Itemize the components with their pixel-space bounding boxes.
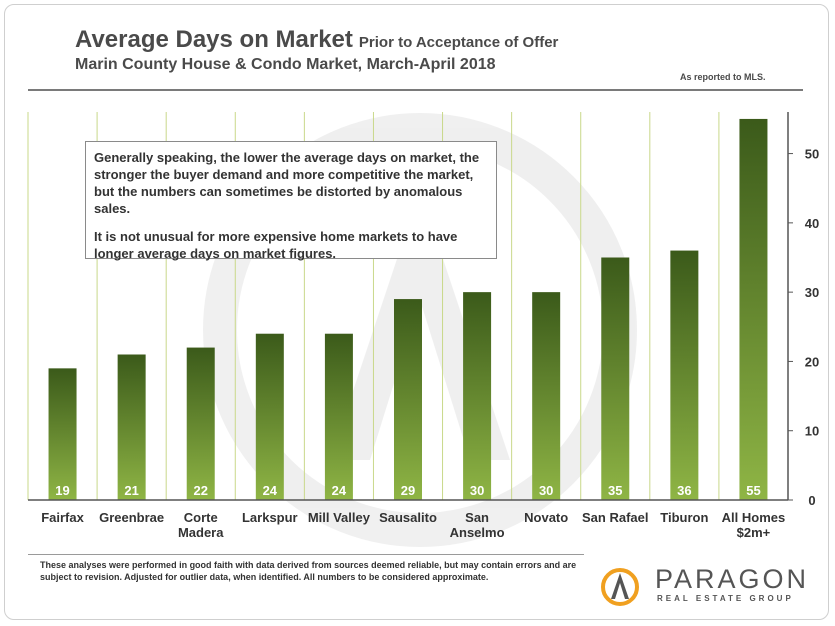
category-label: San Anselmo	[450, 510, 505, 540]
bar	[532, 292, 561, 500]
y-tick-label: 30	[805, 285, 819, 300]
category-label: All Homes $2m+	[722, 510, 786, 540]
category-label: Greenbrae	[99, 510, 164, 525]
chart-title-line: Average Days on Market Prior to Acceptanc…	[75, 26, 558, 54]
y-tick-label: 0	[808, 493, 815, 508]
bar	[739, 118, 768, 500]
y-tick-label: 50	[805, 147, 819, 162]
bar-value-label: 24	[263, 483, 278, 498]
category-label: San Rafael	[582, 510, 648, 525]
y-tick-label: 20	[805, 354, 819, 369]
disclaimer-text: These analyses were performed in good fa…	[40, 560, 577, 582]
bar	[117, 354, 146, 500]
bar	[48, 368, 77, 500]
category-label: Novato	[524, 510, 568, 525]
bar	[394, 299, 422, 500]
logo-tagline: REAL ESTATE GROUP	[657, 594, 794, 603]
logo-name: PARAGON	[655, 564, 810, 594]
category-label: Larkspur	[242, 510, 298, 525]
category-label: Fairfax	[41, 510, 84, 525]
category-label: Corte Madera	[178, 510, 224, 540]
bar	[186, 347, 215, 500]
category-label: Mill Valley	[308, 510, 371, 525]
bar	[670, 250, 699, 500]
bar	[601, 257, 630, 500]
y-tick-label: 10	[805, 424, 819, 439]
bar-value-label: 35	[608, 483, 622, 498]
bar-value-label: 29	[401, 483, 415, 498]
category-label: Sausalito	[379, 510, 437, 525]
bar-value-label: 21	[124, 483, 138, 498]
callout-paragraph-2: It is not unusual for more expensive hom…	[94, 229, 458, 261]
bar-value-label: 30	[470, 483, 484, 498]
chart-title-suffix: Prior to Acceptance of Offer	[358, 34, 559, 51]
bar	[255, 333, 284, 500]
bar-value-label: 19	[55, 483, 69, 498]
info-callout: Generally speaking, the lower the averag…	[85, 141, 497, 261]
bar-value-label: 36	[677, 483, 691, 498]
bar-value-label: 24	[332, 483, 347, 498]
title-divider	[28, 89, 803, 91]
paragon-logo-icon	[601, 568, 639, 606]
callout-paragraph-1: Generally speaking, the lower the averag…	[94, 150, 480, 216]
bar-value-label: 22	[193, 483, 207, 498]
bar-value-label: 55	[746, 483, 760, 498]
source-note: As reported to MLS.	[680, 72, 766, 82]
category-label: Tiburon	[660, 510, 708, 525]
chart-title: Average Days on Market	[75, 26, 353, 53]
bar-value-label: 30	[539, 483, 553, 498]
footer-divider	[28, 554, 584, 555]
bar	[324, 333, 353, 500]
paragon-logo: PARAGON REAL ESTATE GROUP	[600, 563, 810, 607]
chart-subtitle: Marin County House & Condo Market, March…	[75, 56, 496, 73]
bar	[463, 292, 492, 500]
y-tick-label: 40	[805, 216, 819, 231]
